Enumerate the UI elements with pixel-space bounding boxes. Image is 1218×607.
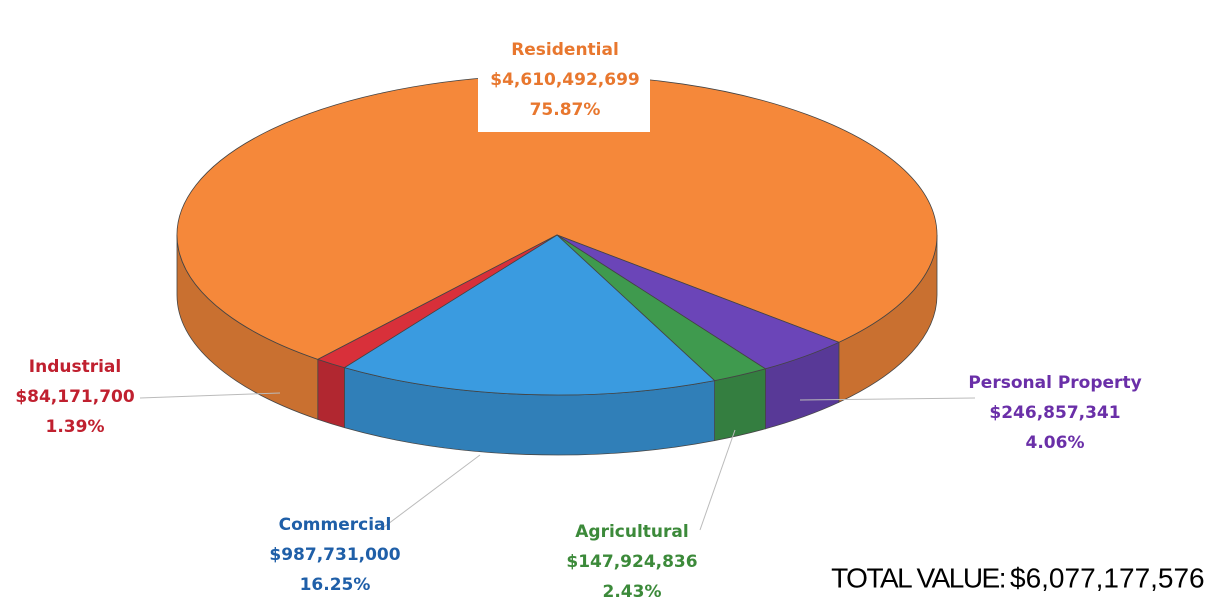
pie-slice — [343, 234, 716, 396]
leader-line — [699, 429, 736, 531]
slice-label: $84,171,700 — [15, 387, 135, 407]
slice-label: Residential — [511, 40, 619, 60]
leader-line — [139, 392, 281, 399]
total-value: $6,077,177,576 — [1010, 562, 1205, 593]
slice-side — [317, 358, 345, 429]
leader-line — [379, 454, 481, 531]
slice-label: 1.39% — [46, 417, 105, 437]
slice-label: 2.43% — [603, 582, 662, 602]
slice-label: Personal Property — [968, 373, 1141, 393]
slice-label: Agricultural — [575, 522, 688, 542]
slice-label: $147,924,836 — [566, 552, 697, 572]
slice-side — [714, 368, 766, 442]
slice-label: Commercial — [279, 515, 392, 535]
slice-label: Industrial — [29, 357, 121, 377]
slice-label: 75.87% — [530, 100, 601, 120]
slice-label: $987,731,000 — [269, 545, 400, 565]
slice-label: $4,610,492,699 — [490, 70, 640, 90]
label-box — [478, 32, 650, 132]
leader-line — [799, 397, 976, 401]
slice-label: 4.06% — [1026, 433, 1085, 453]
pie-slice — [316, 234, 558, 369]
slice-label: 16.25% — [300, 575, 371, 595]
total-label: TOTAL VALUE: — [831, 562, 1005, 593]
slice-label: $246,857,341 — [989, 403, 1120, 423]
